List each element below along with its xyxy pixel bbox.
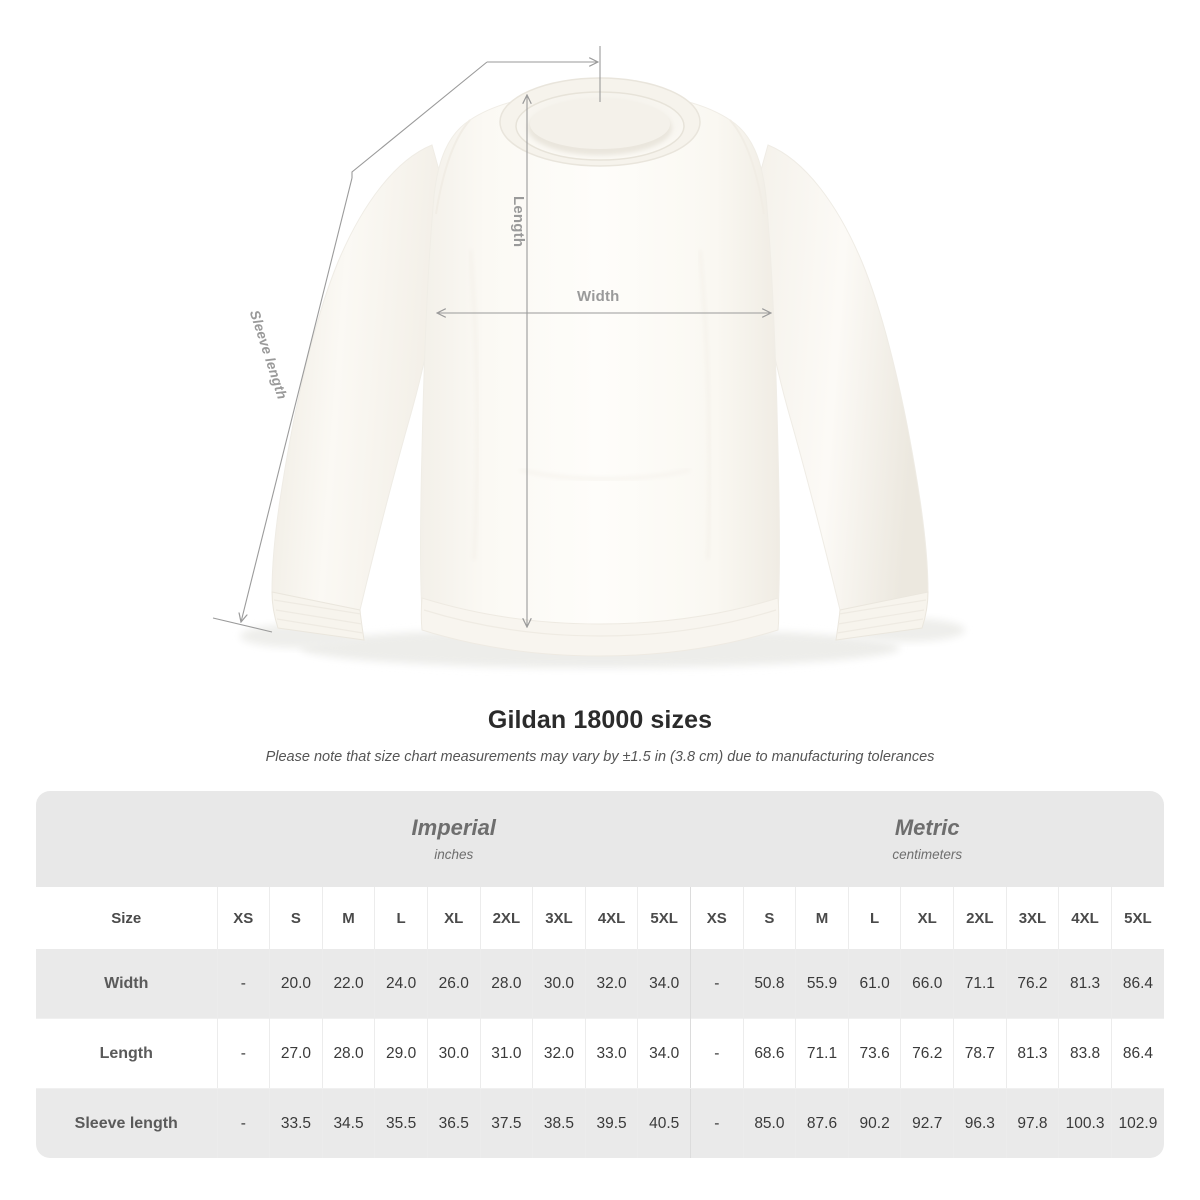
cell-metric-sleeve-length-l: 90.2 [847,1088,901,1158]
cell-imperial-width-3xl: 30.0 [532,949,586,1019]
cell-metric-length-s: 68.6 [742,1018,796,1089]
unit-name: Metric [894,814,960,840]
size-header-imperial-m: M [321,887,375,949]
cell-imperial-sleeve-length-xs: - [216,1088,270,1158]
cell-metric-sleeve-length-5xl: 102.9 [1110,1088,1164,1158]
size-header-imperial-xl: XL [426,887,481,949]
cell-metric-width-xs: - [689,949,744,1019]
cell-imperial-sleeve-length-4xl: 39.5 [584,1088,638,1158]
cell-imperial-sleeve-length-l: 35.5 [374,1088,428,1158]
size-header-metric-4xl: 4XL [1058,887,1112,949]
cell-imperial-sleeve-length-3xl: 38.5 [532,1088,586,1158]
cell-metric-sleeve-length-4xl: 100.3 [1058,1088,1112,1158]
cell-metric-width-4xl: 81.3 [1058,949,1112,1019]
cell-imperial-sleeve-length-2xl: 37.5 [479,1088,533,1158]
size-header-metric-s: S [742,887,796,949]
cell-imperial-sleeve-length-m: 34.5 [321,1088,375,1158]
title-block: Gildan 18000 sizes Please note that size… [0,690,1200,765]
unit-header-metric: Metric centimeters [690,791,1164,887]
cell-metric-width-2xl: 71.1 [953,949,1007,1019]
cell-imperial-length-5xl: 34.0 [637,1018,691,1089]
size-header-metric-5xl: 5XL [1110,887,1164,949]
cell-metric-sleeve-length-xl: 92.7 [900,1088,954,1158]
size-row-label: Size [36,887,217,949]
cell-metric-length-l: 73.6 [847,1018,901,1089]
size-header-imperial-xs: XS [216,887,270,949]
table-row: Sleeve length -33.5 34.5 35.5 36.5 37.5 38.5 39… [36,1088,1164,1158]
size-header-metric-xl: XL [900,887,954,949]
cell-imperial-width-s: 20.0 [269,949,323,1019]
row-label-width: Width [36,949,217,1019]
tolerance-note: Please note that size chart measurements… [265,749,935,765]
row-label-sleeve-length: Sleeve length [36,1088,217,1158]
unit-subtitle: inches [434,847,474,863]
cell-imperial-width-5xl: 34.0 [637,949,691,1019]
cell-metric-width-3xl: 76.2 [1005,949,1059,1019]
unit-header-row: Imperial inches Metric centimeters [36,791,1164,887]
size-header-metric-m: M [795,887,849,949]
cell-metric-length-2xl: 78.7 [953,1018,1007,1089]
size-chart-table: Imperial inches Metric centimeters Size XS S M L… [36,791,1164,1158]
cell-metric-width-s: 50.8 [742,949,796,1019]
cell-imperial-width-4xl: 32.0 [584,949,638,1019]
width-label: Width [577,288,620,305]
cell-metric-length-4xl: 83.8 [1058,1018,1112,1089]
cell-metric-length-5xl: 86.4 [1110,1018,1164,1089]
length-label: Length [510,196,527,248]
unit-subtitle: centimeters [892,847,963,863]
size-header-imperial-l: L [374,887,428,949]
table-row: Width -20.0 22.0 24.0 26.0 28.0 30.0 32.0 34.0-5… [36,949,1164,1019]
cell-metric-width-l: 61.0 [847,949,901,1019]
cell-metric-width-m: 55.9 [795,949,849,1019]
cell-imperial-sleeve-length-5xl: 40.5 [637,1088,691,1158]
cell-metric-sleeve-length-s: 85.0 [742,1088,796,1158]
size-header-metric-3xl: 3XL [1005,887,1059,949]
cell-imperial-width-xs: - [216,949,270,1019]
cell-imperial-width-m: 22.0 [321,949,375,1019]
cell-imperial-length-xs: - [216,1018,270,1089]
size-header-imperial-4xl: 4XL [584,887,638,949]
unit-header-imperial: Imperial inches [217,791,691,887]
size-header-imperial-5xl: 5XL [637,887,691,949]
size-header-metric-xs: XS [689,887,744,949]
size-header-metric-2xl: 2XL [953,887,1007,949]
cell-imperial-length-xl: 30.0 [426,1018,481,1089]
size-header-metric-l: L [847,887,901,949]
cell-imperial-length-m: 28.0 [321,1018,375,1089]
cell-metric-sleeve-length-3xl: 97.8 [1005,1088,1059,1158]
cell-metric-width-xl: 66.0 [900,949,954,1019]
unit-row-corner [36,791,217,887]
cell-imperial-length-2xl: 31.0 [479,1018,533,1089]
cell-imperial-width-2xl: 28.0 [479,949,533,1019]
cell-metric-width-5xl: 86.4 [1110,949,1164,1019]
page-title: Gildan 18000 sizes [487,706,713,734]
cell-metric-length-m: 71.1 [795,1018,849,1089]
size-header-row: Size XS S M L XL 2XL 3XL 4XL 5XL XS S M L XL 2XL 3XL 4XL 5… [36,887,1164,949]
product-diagram: Length Width Sleeve length [212,46,965,668]
unit-name: Imperial [411,814,496,840]
cell-imperial-length-3xl: 32.0 [532,1018,586,1089]
cell-metric-sleeve-length-xs: - [689,1088,744,1158]
cell-metric-length-xs: - [689,1018,744,1089]
cell-imperial-sleeve-length-xl: 36.5 [426,1088,481,1158]
cell-imperial-sleeve-length-s: 33.5 [269,1088,323,1158]
size-header-imperial-2xl: 2XL [479,887,533,949]
cell-imperial-length-s: 27.0 [269,1018,323,1089]
cell-metric-length-xl: 76.2 [900,1018,954,1089]
cell-imperial-length-l: 29.0 [374,1018,428,1089]
cell-metric-sleeve-length-m: 87.6 [795,1088,849,1158]
cell-metric-length-3xl: 81.3 [1005,1018,1059,1089]
cell-imperial-length-4xl: 33.0 [584,1018,638,1089]
cell-metric-sleeve-length-2xl: 96.3 [953,1088,1007,1158]
sweatshirt-image [240,77,965,668]
row-label-length: Length [36,1018,217,1089]
size-header-imperial-3xl: 3XL [532,887,586,949]
cell-imperial-width-l: 24.0 [374,949,428,1019]
size-header-imperial-s: S [269,887,323,949]
size-chart-container: Imperial inches Metric centimeters Size XS S M L… [36,791,1164,1158]
cell-imperial-width-xl: 26.0 [426,949,481,1019]
table-row: Length -27.0 28.0 29.0 30.0 31.0 32.0 33.0 34.0-… [36,1018,1164,1089]
